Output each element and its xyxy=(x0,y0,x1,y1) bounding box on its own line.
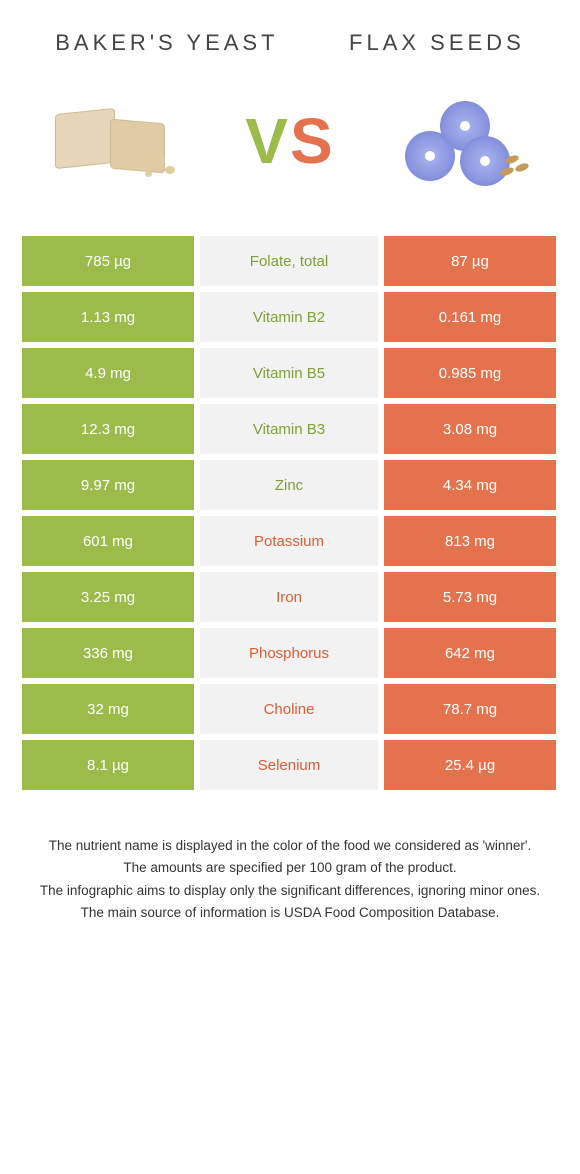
table-row: 3.25 mgIron5.73 mg xyxy=(22,572,558,628)
left-value: 12.3 mg xyxy=(22,404,200,454)
nutrient-name: Choline xyxy=(200,684,378,734)
vs-label: VS xyxy=(245,104,334,178)
right-value: 3.08 mg xyxy=(378,404,556,454)
right-value: 0.985 mg xyxy=(378,348,556,398)
table-row: 785 µgFolate, total87 µg xyxy=(22,236,558,292)
table-row: 336 mgPhosphorus642 mg xyxy=(22,628,558,684)
right-product-image xyxy=(385,86,535,196)
left-value: 785 µg xyxy=(22,236,200,286)
right-value: 87 µg xyxy=(378,236,556,286)
nutrient-name: Zinc xyxy=(200,460,378,510)
right-value: 4.34 mg xyxy=(378,460,556,510)
yeast-icon xyxy=(45,86,195,196)
footer-line: The main source of information is USDA F… xyxy=(30,903,550,923)
left-product-image xyxy=(45,86,195,196)
nutrient-name: Vitamin B3 xyxy=(200,404,378,454)
left-value: 4.9 mg xyxy=(22,348,200,398)
right-value: 25.4 µg xyxy=(378,740,556,790)
header: BAKER'S YEAST FLAX SEEDS xyxy=(0,0,580,66)
footer-notes: The nutrient name is displayed in the co… xyxy=(30,836,550,923)
left-value: 1.13 mg xyxy=(22,292,200,342)
nutrient-name: Iron xyxy=(200,572,378,622)
table-row: 4.9 mgVitamin B50.985 mg xyxy=(22,348,558,404)
nutrient-name: Potassium xyxy=(200,516,378,566)
right-value: 78.7 mg xyxy=(378,684,556,734)
footer-line: The amounts are specified per 100 gram o… xyxy=(30,858,550,878)
comparison-table: 785 µgFolate, total87 µg1.13 mgVitamin B… xyxy=(22,236,558,796)
nutrient-name: Vitamin B5 xyxy=(200,348,378,398)
table-row: 9.97 mgZinc4.34 mg xyxy=(22,460,558,516)
left-value: 8.1 µg xyxy=(22,740,200,790)
footer-line: The infographic aims to display only the… xyxy=(30,881,550,901)
nutrient-name: Selenium xyxy=(200,740,378,790)
left-value: 336 mg xyxy=(22,628,200,678)
nutrient-name: Vitamin B2 xyxy=(200,292,378,342)
vs-s: S xyxy=(290,105,335,177)
footer-line: The nutrient name is displayed in the co… xyxy=(30,836,550,856)
left-value: 32 mg xyxy=(22,684,200,734)
vs-v: V xyxy=(245,105,290,177)
right-value: 813 mg xyxy=(378,516,556,566)
nutrient-name: Phosphorus xyxy=(200,628,378,678)
left-product-title: BAKER'S YEAST xyxy=(55,30,278,56)
left-value: 601 mg xyxy=(22,516,200,566)
table-row: 8.1 µgSelenium25.4 µg xyxy=(22,740,558,796)
left-value: 3.25 mg xyxy=(22,572,200,622)
flax-icon xyxy=(385,86,535,196)
right-product-title: FLAX SEEDS xyxy=(349,30,525,56)
right-value: 0.161 mg xyxy=(378,292,556,342)
right-value: 5.73 mg xyxy=(378,572,556,622)
table-row: 601 mgPotassium813 mg xyxy=(22,516,558,572)
nutrient-name: Folate, total xyxy=(200,236,378,286)
vs-row: VS xyxy=(0,66,580,236)
table-row: 1.13 mgVitamin B20.161 mg xyxy=(22,292,558,348)
left-value: 9.97 mg xyxy=(22,460,200,510)
table-row: 32 mgCholine78.7 mg xyxy=(22,684,558,740)
right-value: 642 mg xyxy=(378,628,556,678)
table-row: 12.3 mgVitamin B33.08 mg xyxy=(22,404,558,460)
